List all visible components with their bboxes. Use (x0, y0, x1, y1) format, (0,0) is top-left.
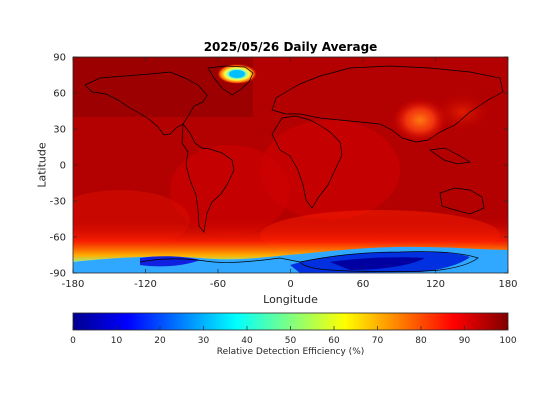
x-tick-label: 60 (357, 279, 370, 290)
africa-coast (271, 115, 343, 209)
y-axis: 90 60 30 0 -30 -60 -90 (50, 53, 508, 280)
colorbar-tick-label: 30 (198, 336, 210, 346)
y-tick-label: 90 (53, 53, 66, 64)
south-america-coast (181, 123, 235, 233)
colorbar-tick-label: 50 (285, 336, 297, 346)
y-tick-label: -30 (50, 197, 66, 208)
colorbar-tick-label: 20 (154, 336, 166, 346)
map-title: 2025/05/26 Daily Average (203, 40, 378, 54)
eurasia-coast (271, 65, 504, 143)
x-tick-label: 0 (287, 279, 293, 290)
y-tick-label: 0 (60, 161, 66, 172)
y-tick-label: -90 (50, 269, 66, 280)
x-axis-label: Longitude (263, 293, 318, 306)
colorbar-tick-label: 100 (499, 336, 516, 346)
colorbar-tick-label: 0 (70, 336, 76, 346)
x-tick-label: 120 (426, 279, 445, 290)
x-tick-label: -180 (62, 279, 85, 290)
data-field (73, 57, 508, 273)
y-tick-label: -60 (50, 233, 66, 244)
colorbar-tick-label: 70 (372, 336, 384, 346)
australia-coast (439, 187, 485, 215)
x-axis: -180 -120 -60 0 60 120 180 (62, 57, 518, 290)
colorbar-axis: 0 10 20 30 40 50 60 70 80 90 100 (70, 326, 517, 346)
colorbar-tick-label: 90 (459, 336, 471, 346)
colorbar-tick-label: 10 (111, 336, 123, 346)
x-tick-label: -120 (134, 279, 157, 290)
colorbar-tick-label: 80 (415, 336, 427, 346)
colorbar-tick-label: 40 (241, 336, 253, 346)
antarctica-east-coast (299, 251, 479, 273)
colorbar-tick-label: 60 (328, 336, 340, 346)
y-tick-label: 30 (53, 125, 66, 136)
y-tick-label: 60 (53, 89, 66, 100)
coastlines (84, 65, 504, 273)
y-axis-label: Latitude (35, 142, 49, 188)
antarctica-west-coast (139, 257, 301, 263)
x-tick-label: -60 (210, 279, 226, 290)
indonesia-coast (429, 147, 471, 165)
x-tick-label: 180 (498, 279, 517, 290)
colorbar-label: Relative Detection Efficiency (%) (216, 347, 365, 357)
greenland-coast (207, 65, 254, 96)
